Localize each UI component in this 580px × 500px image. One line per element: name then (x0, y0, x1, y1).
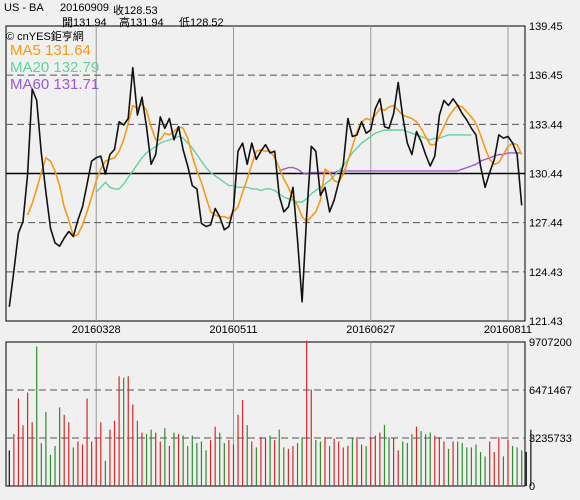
close-price: 收128.53 (113, 5, 158, 17)
high-price: 高131.94 (119, 17, 164, 29)
y-tick-label: 133.44 (529, 119, 563, 131)
x-tick-label: 20160328 (72, 324, 121, 336)
volume-tick-label: 6471467 (529, 385, 572, 397)
legend-ma5: MA5 131.64 (10, 42, 91, 59)
open-price: 開131.94 (62, 17, 107, 29)
low-price: 低128.52 (179, 17, 224, 29)
ma60-line (278, 152, 522, 175)
symbol-label: US - BA (4, 2, 44, 14)
legend-ma20: MA20 132.79 (10, 59, 100, 76)
volume-tick-label: 0 (529, 481, 535, 493)
x-tick-label: 20160627 (346, 324, 395, 336)
y-tick-label: 130.44 (529, 169, 563, 181)
y-tick-label: 121.43 (529, 316, 563, 328)
ma5-line (26, 103, 523, 238)
legend-ma60: MA60 131.71 (10, 76, 100, 93)
y-tick-label: 127.44 (529, 218, 563, 230)
y-tick-label: 136.45 (529, 70, 563, 82)
close-price-line (8, 66, 523, 307)
x-tick-label: 20160511 (209, 324, 257, 336)
date-label: 20160909 (60, 2, 109, 14)
x-tick-label: 20160811 (484, 324, 532, 336)
y-tick-label: 139.45 (529, 21, 563, 33)
volume-tick-label: 9707200 (529, 337, 572, 349)
volume-tick-label: 3235733 (529, 433, 572, 445)
ma20-line (95, 129, 472, 203)
watermark: © cnYES鉅亨網 (6, 31, 84, 43)
y-tick-label: 124.43 (529, 267, 563, 279)
